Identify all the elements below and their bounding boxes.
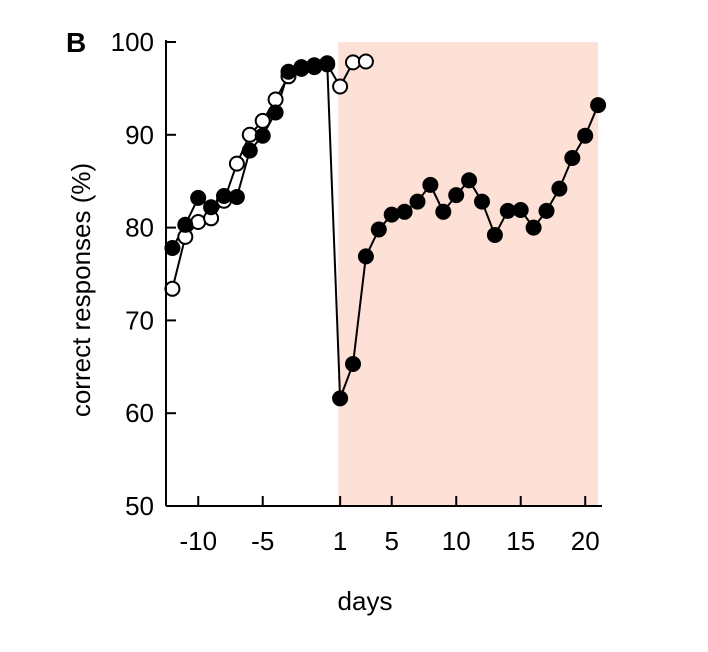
- data-point-filled: [577, 127, 594, 144]
- y-tick-label: 90: [125, 120, 154, 150]
- series-line-filled: [171, 62, 600, 399]
- data-point-filled: [499, 202, 516, 219]
- panel-label: B: [66, 27, 86, 58]
- data-point-filled: [267, 104, 284, 121]
- y-axis-title: correct responses (%): [66, 163, 96, 417]
- data-point-filled: [538, 202, 555, 219]
- data-point-filled: [525, 219, 542, 236]
- x-tick-label: 15: [506, 526, 535, 556]
- data-point-filled: [203, 199, 220, 216]
- data-point-filled: [319, 55, 336, 72]
- x-tick-label: 5: [385, 526, 399, 556]
- data-point-open: [190, 214, 207, 230]
- data-point-filled: [345, 356, 361, 372]
- data-point-filled: [448, 187, 465, 204]
- data-point-filled: [357, 248, 374, 265]
- data-point-filled: [241, 142, 258, 159]
- data-point-filled: [332, 390, 349, 407]
- data-point-filled: [383, 206, 400, 223]
- data-point-filled: [216, 188, 232, 204]
- x-axis-title: days: [338, 586, 393, 616]
- data-point-filled: [370, 221, 387, 238]
- x-tick-label: -5: [251, 526, 274, 556]
- data-point-open: [332, 78, 349, 95]
- data-point-filled: [164, 240, 181, 256]
- y-tick-label: 80: [125, 213, 154, 243]
- data-point-open: [254, 112, 271, 129]
- x-tick-label: 20: [571, 526, 600, 556]
- data-point-filled: [564, 150, 581, 166]
- data-point-filled: [474, 193, 490, 210]
- data-point-filled: [409, 193, 426, 210]
- data-point-filled: [512, 202, 529, 218]
- data-point-filled: [177, 216, 194, 233]
- data-point-open: [241, 126, 258, 143]
- x-tick-label: 10: [442, 526, 471, 556]
- data-point-open: [228, 155, 245, 172]
- data-point-filled: [293, 59, 310, 76]
- data-point-filled: [435, 203, 452, 220]
- data-point-filled: [280, 63, 297, 80]
- data-point-filled: [551, 180, 568, 197]
- data-point-open: [267, 91, 284, 108]
- y-tick-label: 70: [125, 305, 154, 335]
- data-point-filled: [590, 97, 607, 114]
- y-tick-label: 100: [111, 27, 154, 57]
- data-point-filled: [396, 203, 413, 220]
- y-tick-label: 60: [125, 398, 154, 428]
- y-tick-label: 50: [125, 491, 154, 521]
- data-point-open: [357, 53, 374, 70]
- shaded-region: [338, 42, 599, 506]
- data-point-filled: [422, 176, 439, 193]
- data-point-filled: [190, 189, 207, 206]
- data-point-filled: [228, 189, 245, 205]
- data-point-filled: [461, 172, 478, 189]
- data-point-filled: [254, 127, 271, 144]
- data-point-open: [345, 54, 361, 71]
- data-point-filled: [306, 57, 323, 74]
- data-point-open: [164, 280, 181, 297]
- data-point-filled: [486, 227, 503, 243]
- x-tick-label: -10: [179, 526, 217, 556]
- x-tick-label: 1: [333, 526, 347, 556]
